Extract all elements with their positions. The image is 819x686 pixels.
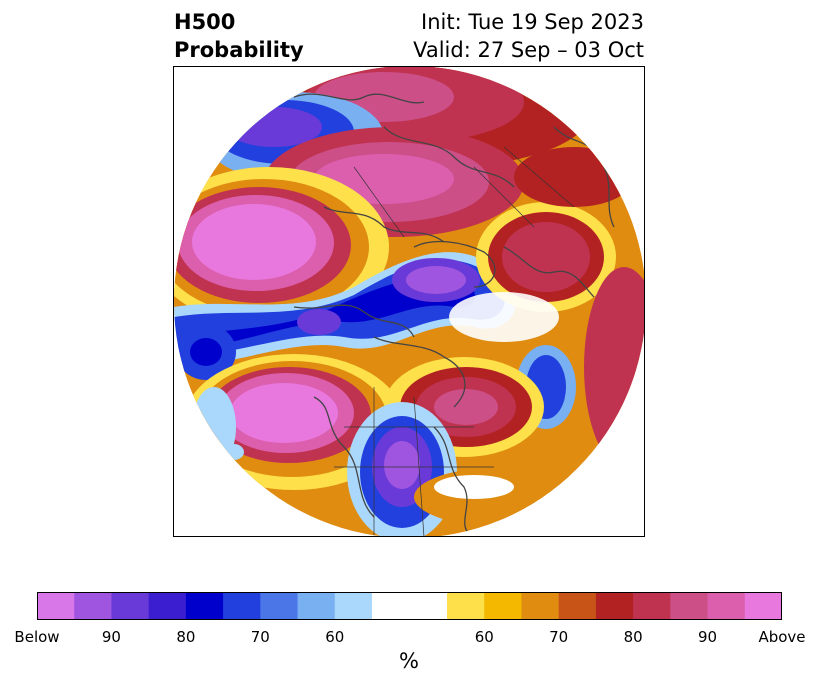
title-product: Probability	[174, 38, 304, 62]
valid-range: Valid: 27 Sep – 03 Oct	[413, 38, 644, 62]
colorbar-above-segment	[595, 592, 634, 620]
colorbar-above-segment	[484, 592, 522, 620]
colorbar-outline	[37, 592, 782, 620]
colorbar-below-segment	[334, 592, 373, 620]
colorbar-below-segment	[111, 592, 150, 620]
colorbar-below-segment	[74, 592, 112, 620]
coastlines	[293, 93, 615, 536]
colorbar-tick-label: 90	[698, 628, 718, 646]
colorbar-above-segment	[558, 592, 597, 620]
colorbar-below-segment	[37, 592, 75, 620]
colorbar	[37, 592, 782, 620]
anomaly-field	[174, 67, 644, 536]
colorbar-above-segment	[521, 592, 560, 620]
colorbar-unit-label: %	[399, 649, 419, 673]
colorbar-above-segment	[633, 592, 671, 620]
colorbar-tick-label: 80	[623, 628, 643, 646]
colorbar-below-segment	[148, 592, 187, 620]
colorbar-below-segment	[185, 592, 224, 620]
country-borders	[334, 146, 575, 536]
colorbar-tick-label: Below	[14, 628, 60, 646]
title-variable: H500	[174, 10, 236, 34]
init-date: Init: Tue 19 Sep 2023	[421, 10, 644, 34]
colorbar-neutral-segment	[371, 592, 448, 620]
colorbar-below-segment	[297, 592, 336, 620]
colorbar-tick-label: 80	[176, 628, 196, 646]
colorbar-segments	[37, 592, 782, 620]
colorbar-tick-label: 60	[474, 628, 494, 646]
colorbar-tick-label: 60	[325, 628, 345, 646]
colorbar-below-segment	[260, 592, 299, 620]
colorbar-tick-label: 70	[549, 628, 569, 646]
colorbar-above-segment	[744, 592, 782, 620]
colorbar-above-segment	[670, 592, 709, 620]
chart-title-left: H500 Probability	[174, 8, 304, 64]
colorbar-tick-label: Above	[758, 628, 806, 646]
chart-title-right: Init: Tue 19 Sep 2023 Valid: 27 Sep – 03…	[413, 8, 644, 64]
colorbar-tick-label: 70	[250, 628, 270, 646]
colorbar-above-segment	[447, 592, 485, 620]
map-svg	[174, 67, 644, 536]
colorbar-above-segment	[707, 592, 746, 620]
polar-map	[173, 66, 645, 537]
colorbar-below-segment	[223, 592, 261, 620]
colorbar-tick-label: 90	[101, 628, 121, 646]
